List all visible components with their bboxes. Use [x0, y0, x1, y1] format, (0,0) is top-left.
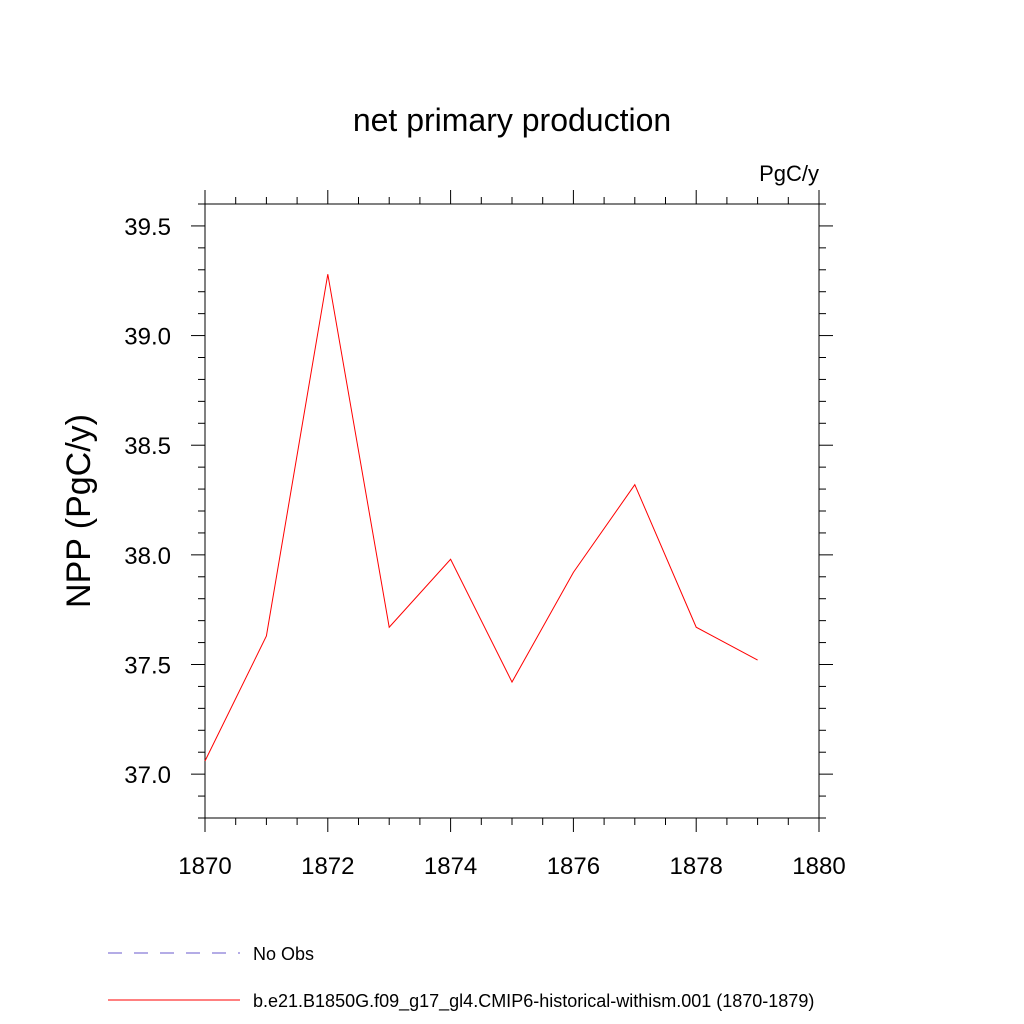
- y-tick-label: 38.5: [124, 433, 171, 460]
- axis-tick-labels: 1870 1872 1874 1876 1878 1880 37.0 37.5 38.0 38.5…: [124, 214, 845, 880]
- legend-label: No Obs: [253, 944, 314, 964]
- y-tick-label: 37.5: [124, 653, 171, 680]
- x-tick-label: 1872: [301, 853, 354, 880]
- x-tick-label: 1870: [178, 853, 231, 880]
- x-tick-label: 1880: [792, 853, 845, 880]
- plot-frame: [204, 203, 820, 819]
- y-tick-label: 37.0: [124, 762, 171, 789]
- y-tick-label: 39.5: [124, 214, 171, 241]
- series-line: [204, 274, 758, 762]
- chart-title: net primary production: [353, 102, 671, 138]
- x-tick-label: 1876: [547, 853, 600, 880]
- data-series: [204, 274, 758, 762]
- y-tick-label: 39.0: [124, 324, 171, 351]
- y-axis-label: NPP (PgC/y): [60, 414, 98, 608]
- units-label: PgC/y: [759, 161, 819, 186]
- x-tick-label: 1878: [670, 853, 723, 880]
- axis-ticks: [191, 190, 833, 832]
- legend: No Obs b.e21.B1850G.f09_g17_gl4.CMIP6-his…: [108, 944, 814, 1012]
- x-tick-label: 1874: [424, 853, 477, 880]
- y-tick-label: 38.0: [124, 543, 171, 570]
- legend-label: b.e21.B1850G.f09_g17_gl4.CMIP6-historica…: [253, 991, 814, 1012]
